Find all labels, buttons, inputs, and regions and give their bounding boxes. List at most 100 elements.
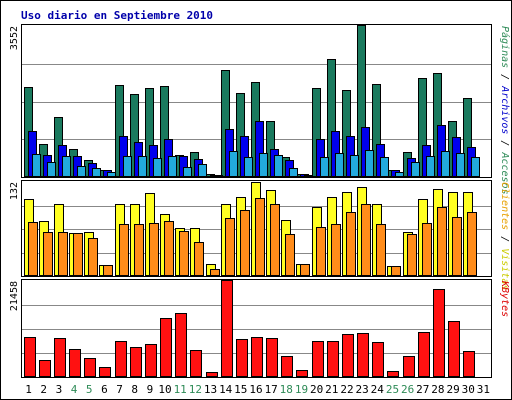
- bar-kbytes-day-8: [130, 347, 142, 377]
- bar-clientes-day-26: [407, 234, 417, 276]
- x-tick-label: 29: [446, 383, 459, 396]
- bar-clientes-day-20: [316, 227, 326, 276]
- bar-kbytes-day-1: [24, 337, 36, 377]
- bar-páginas-day-9: [153, 158, 162, 177]
- panel-top: 3552 Páginas / Archivos / Accesos: [9, 24, 511, 195]
- bar-kbytes-day-9: [145, 344, 157, 377]
- bar-páginas-day-6: [107, 172, 116, 177]
- bar-clientes-day-25: [391, 266, 401, 276]
- bar-páginas-day-19: [304, 175, 313, 177]
- bar-páginas-day-3: [62, 156, 71, 177]
- bar-páginas-day-21: [335, 153, 344, 177]
- bar-clientes-day-15: [240, 210, 250, 276]
- bar-clientes-day-8: [134, 224, 144, 276]
- bar-páginas-day-28: [441, 151, 450, 177]
- bar-clientes-day-24: [376, 224, 386, 276]
- bar-clientes-day-6: [103, 265, 113, 276]
- bar-kbytes-day-5: [84, 358, 96, 377]
- legend-part: Archivos: [499, 85, 510, 134]
- x-tick-label: 5: [86, 383, 93, 396]
- bar-kbytes-day-3: [54, 338, 66, 377]
- bar-clientes-day-10: [164, 221, 174, 276]
- bar-kbytes-day-19: [296, 370, 308, 377]
- bar-páginas-day-4: [77, 166, 86, 177]
- x-tick-label: 17: [265, 383, 278, 396]
- x-tick-label: 9: [147, 383, 154, 396]
- bar-kbytes-day-14: [221, 280, 233, 377]
- x-tick-label: 1: [25, 383, 32, 396]
- x-tick-label: 14: [219, 383, 233, 396]
- bar-clientes-day-3: [58, 232, 68, 276]
- bar-páginas-day-17: [274, 155, 283, 177]
- bar-kbytes-day-26: [403, 356, 415, 377]
- bar-páginas-day-18: [289, 168, 298, 177]
- bar-kbytes-day-15: [236, 339, 248, 377]
- bar-kbytes-day-23: [357, 333, 369, 377]
- bar-kbytes-day-13: [206, 372, 218, 377]
- x-tick-label: 31: [477, 383, 490, 396]
- legend-part: Accesos: [499, 151, 510, 194]
- x-tick-label: 13: [204, 383, 217, 396]
- x-tick-label: 2: [40, 383, 47, 396]
- bar-clientes-day-17: [270, 204, 280, 276]
- bar-clientes-day-13: [210, 269, 220, 276]
- x-axis-labels: 1 2 3 4 5 6 7 8 9 10 11 12 13 14 15 16 17 18 19 20 21 22 23 24 2…: [25, 383, 490, 396]
- bar-páginas-day-2: [47, 162, 56, 177]
- x-tick-label: 22: [340, 383, 353, 396]
- panel-middle: 132 Clientes / Visitas: [9, 180, 510, 290]
- series-legend-label: Clientes / Visitas: [499, 182, 510, 290]
- x-tick-label: 26: [401, 383, 414, 396]
- bar-clientes-day-16: [255, 198, 265, 276]
- chart-title: Uso diario en Septiembre 2010: [21, 9, 213, 22]
- bar-kbytes-day-4: [69, 349, 81, 377]
- y-max-label: 132: [9, 182, 20, 200]
- legend-part: Clientes: [499, 182, 510, 230]
- bar-kbytes-day-25: [387, 371, 399, 377]
- x-tick-label: 15: [234, 383, 247, 396]
- bar-clientes-day-23: [361, 204, 371, 276]
- bar-páginas-day-30: [471, 157, 480, 177]
- x-tick-label: 23: [355, 383, 368, 396]
- series-legend-label: KBytes: [499, 280, 510, 317]
- x-tick-label: 30: [462, 383, 475, 396]
- bar-páginas-day-11: [183, 167, 192, 177]
- panel-bottom: 21458 KBytes: [9, 279, 510, 378]
- bar-clientes-day-5: [88, 238, 98, 276]
- bar-clientes-day-1: [28, 222, 38, 276]
- bar-clientes-day-11: [179, 231, 189, 276]
- bar-kbytes-day-28: [433, 289, 445, 377]
- bar-kbytes-day-27: [418, 332, 430, 377]
- bar-páginas-day-15: [244, 157, 253, 177]
- bar-clientes-day-14: [225, 218, 235, 276]
- x-tick-label: 7: [116, 383, 123, 396]
- bar-kbytes-day-24: [372, 342, 384, 377]
- bar-kbytes-day-6: [99, 367, 111, 377]
- bar-clientes-day-21: [331, 224, 341, 276]
- x-tick-label: 10: [158, 383, 171, 396]
- x-tick-label: 8: [131, 383, 138, 396]
- legend-part: /: [499, 134, 510, 152]
- y-max-label: 21458: [9, 281, 20, 311]
- x-tick-label: 3: [56, 383, 63, 396]
- bar-clientes-day-28: [437, 207, 447, 276]
- bar-kbytes-day-22: [342, 334, 354, 377]
- bar-kbytes-day-7: [115, 341, 127, 377]
- bar-páginas-day-8: [138, 156, 147, 177]
- legend-part: KBytes: [499, 280, 510, 317]
- series-legend-label: Páginas / Archivos / Accesos: [499, 26, 511, 195]
- x-tick-label: 18: [280, 383, 293, 396]
- bar-kbytes-day-30: [463, 351, 475, 377]
- bar-páginas-day-12: [198, 164, 207, 177]
- legend-part: Visitas: [499, 248, 510, 290]
- bar-páginas-day-7: [123, 156, 132, 177]
- series-clientes: [28, 198, 477, 276]
- bar-clientes-day-18: [285, 234, 295, 276]
- bar-páginas-day-29: [456, 153, 465, 177]
- legend-part: /: [499, 68, 510, 86]
- bar-kbytes-day-29: [448, 321, 460, 377]
- bar-páginas-day-10: [168, 156, 177, 177]
- series-kbytes: [24, 280, 475, 377]
- bar-páginas-day-26: [411, 162, 420, 177]
